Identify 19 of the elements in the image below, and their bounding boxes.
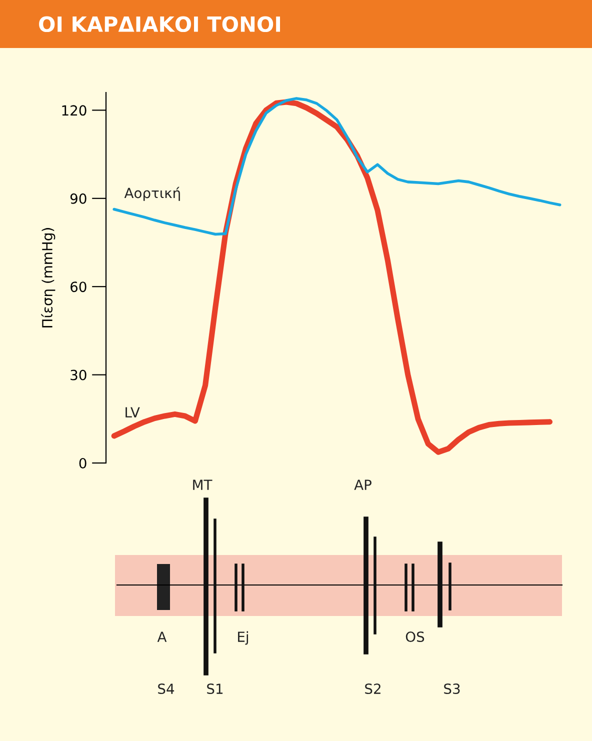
text: S2 [365, 684, 380, 694]
line-series [112, 97, 562, 236]
y-tick-label: 60 [70, 282, 86, 292]
series-label: LV [126, 407, 140, 418]
text: S4 [158, 684, 174, 694]
text: S1 [207, 684, 223, 694]
text: S3 [444, 684, 460, 694]
text: AP [354, 480, 372, 490]
chart-title: ΟΙ ΚΑΡΔΙΑΚΟΙ ΤΟΝΟΙ [39, 16, 280, 32]
y-tick-label: 30 [70, 370, 86, 380]
text: MT [193, 480, 212, 490]
text: OS [406, 632, 424, 642]
series-label: Αορτική [124, 186, 180, 201]
text: A [157, 632, 167, 642]
y-tick-label: 0 [79, 458, 86, 468]
y-axis-title: Πίεση (mmHg) [41, 228, 56, 328]
y-tick-label: 90 [70, 193, 86, 204]
text: Ej [238, 631, 248, 645]
y-tick-label: 120 [62, 105, 86, 116]
